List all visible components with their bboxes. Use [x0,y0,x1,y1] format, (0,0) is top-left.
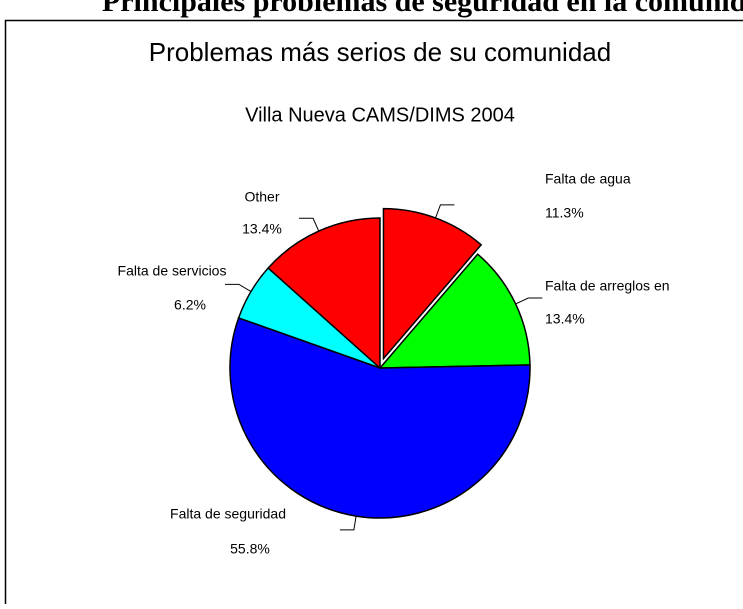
slice-value-label: 11.3% [545,205,584,221]
slice-label: Falta de servicios [118,263,227,279]
chart-subtitle: Villa Nueva CAMS/DIMS 2004 [245,104,515,126]
chart-title: Problemas más serios de su comunidad [149,37,611,67]
header-title: Principales problemas de seguridad en la… [102,0,743,18]
slice-value-label: 55.8% [230,541,270,557]
slice-value-label: 6.2% [174,297,206,313]
slice-label: Falta de agua [545,171,631,187]
slice-label: Falta de arreglos en [545,278,670,294]
slice-value-label: 13.4% [242,221,282,237]
slice-value-label: 13.4% [545,311,585,327]
slice-label: Other [244,189,279,205]
slice-label: Falta de seguridad [170,506,286,522]
